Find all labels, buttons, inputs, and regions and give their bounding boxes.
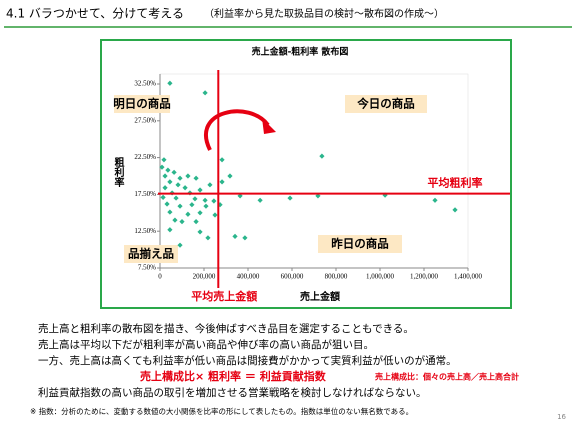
point: [219, 179, 225, 185]
formula: 売上構成比× 粗利率 ＝ 利益貢献指数: [140, 369, 327, 383]
y-tick-label: 7.50%: [138, 264, 156, 272]
point: [193, 219, 199, 225]
point: [242, 235, 248, 241]
point: [177, 242, 183, 248]
x-tick-label: 1,000,000: [366, 273, 395, 281]
point: [202, 90, 208, 96]
x-tick-label: 400,000: [237, 273, 260, 281]
point: [197, 187, 203, 193]
point: [227, 173, 233, 179]
point: [207, 182, 213, 188]
y-axis-label: 粗利率: [112, 156, 124, 188]
point: [164, 201, 170, 207]
point: [203, 203, 209, 209]
body-line: 一方、売上高は高くても利益率が低い商品は間接費がかかって実質利益が低いのが通常。: [38, 354, 457, 367]
point: [159, 164, 165, 170]
x-tick-label: 1,400,000: [454, 273, 483, 281]
point: [219, 157, 225, 163]
average-label: 平均売上金額: [191, 289, 257, 303]
point: [189, 202, 195, 208]
point: [211, 198, 217, 204]
point: [167, 179, 173, 185]
point: [173, 195, 179, 201]
point: [162, 185, 168, 191]
point: [179, 219, 185, 225]
y-tick-label: 17.50%: [134, 190, 156, 198]
quadrant-label: 昨日の商品: [331, 237, 389, 251]
y-tick-label: 27.50%: [134, 116, 156, 124]
page-number: 16: [557, 413, 566, 421]
point: [175, 182, 181, 188]
point: [315, 193, 321, 199]
point: [165, 167, 171, 173]
point: [185, 173, 191, 179]
point: [193, 175, 199, 181]
x-tick-label: 0: [158, 273, 162, 281]
point: [452, 207, 458, 213]
point: [162, 173, 168, 179]
slide-title: 4.1 バラつかせて、分けて考える: [6, 7, 184, 21]
slide-subtitle: （利益率から見た取扱品目の検討～散布図の作成～）: [204, 7, 444, 20]
point: [172, 217, 178, 223]
x-axis-label: 売上金額: [300, 290, 340, 303]
point: [167, 80, 173, 86]
point: [167, 227, 173, 233]
point: [232, 233, 238, 239]
quadrant-box: [318, 235, 402, 253]
point: [257, 197, 263, 203]
point: [185, 211, 191, 217]
point: [202, 197, 208, 203]
y-tick-label: 12.50%: [134, 227, 156, 235]
point: [432, 197, 438, 203]
arrow-head: [262, 118, 276, 134]
point: [287, 195, 293, 201]
footnote: ※ 指数：分析のために、変動する数値の大小関係を比率の形にして表したもの。指数は…: [30, 406, 413, 416]
point: [177, 203, 183, 209]
point: [161, 157, 167, 163]
quadrant-label: 今日の商品: [356, 97, 415, 111]
text-block: 売上高と粗利率の散布図を描き、今後伸ばすべき品目を選定することもできる。 売上高…: [30, 322, 567, 421]
point: [192, 196, 198, 202]
x-tick-label: 800,000: [325, 273, 348, 281]
arrow: [204, 109, 270, 151]
y-tick-label: 32.50%: [134, 80, 156, 88]
point: [182, 185, 188, 191]
y-tick-label: 22.50%: [134, 153, 156, 161]
point: [197, 210, 203, 216]
average-label: 平均粗利率: [428, 176, 483, 190]
chart-title: 売上金額-粗利率 散布図: [252, 46, 349, 58]
point: [160, 194, 166, 200]
quadrant-label: 明日の商品: [113, 97, 171, 111]
point: [171, 169, 177, 175]
formula-note: 売上構成比：個々の売上高／売上高合計: [375, 372, 519, 382]
point: [177, 175, 183, 181]
quadrant-box: [345, 95, 427, 113]
body-line: 売上高と粗利率の散布図を描き、今後伸ばすべき品目を選定することもできる。: [38, 322, 414, 335]
x-tick-label: 200,000: [193, 273, 216, 281]
point: [167, 209, 173, 215]
x-tick-label: 1,200,000: [410, 273, 439, 281]
point: [205, 235, 211, 241]
point: [212, 212, 218, 218]
quadrant-box: [114, 95, 170, 113]
quadrant-box: [124, 245, 178, 263]
x-tick-label: 600,000: [281, 273, 304, 281]
body-line: 売上高は平均以下だが粗利率が高い商品や伸び率の高い商品が狙い目。: [38, 338, 374, 351]
point: [319, 153, 325, 159]
quadrant-label: 品揃え品: [128, 247, 174, 261]
point: [197, 229, 203, 235]
body-line: 利益貢献指数の高い商品の取引を増加させる営業戦略を検討しなければならない。: [38, 386, 427, 399]
